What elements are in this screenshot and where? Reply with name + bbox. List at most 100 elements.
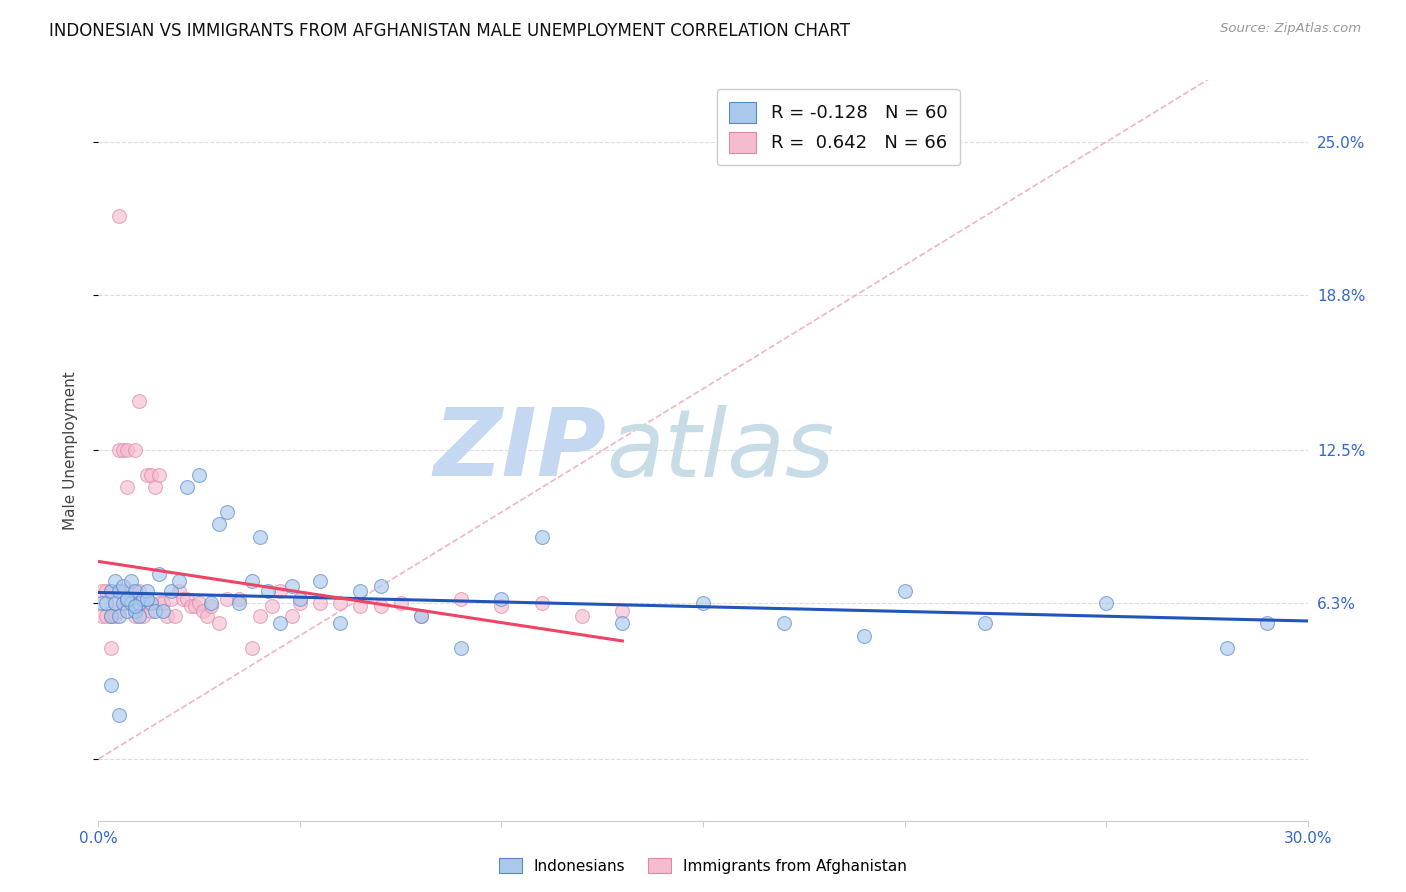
Point — [115, 591, 138, 606]
Point — [132, 608, 155, 623]
Point — [107, 604, 129, 618]
Point — [148, 597, 170, 611]
Point — [249, 608, 271, 623]
Point — [288, 597, 311, 611]
Point — [91, 597, 114, 611]
Point — [188, 468, 211, 483]
Point — [530, 530, 553, 544]
Point — [115, 443, 138, 458]
Text: INDONESIAN VS IMMIGRANTS FROM AFGHANISTAN MALE UNEMPLOYMENT CORRELATION CHART: INDONESIAN VS IMMIGRANTS FROM AFGHANISTA… — [49, 22, 851, 40]
Point — [120, 574, 142, 589]
Point — [124, 608, 146, 623]
Point — [571, 608, 593, 623]
Point — [349, 584, 371, 599]
Point — [103, 597, 125, 611]
Point — [281, 608, 304, 623]
Point — [148, 566, 170, 581]
Point — [269, 616, 291, 631]
Point — [124, 599, 146, 613]
Point — [893, 584, 915, 599]
Point — [111, 597, 134, 611]
Point — [107, 707, 129, 722]
Point — [152, 604, 174, 618]
Point — [115, 481, 138, 495]
Point — [249, 530, 271, 544]
Point — [217, 591, 239, 606]
Point — [135, 597, 157, 611]
Point — [195, 608, 218, 623]
Point — [217, 505, 239, 519]
Point — [135, 584, 157, 599]
Point — [128, 597, 150, 611]
Point — [128, 584, 150, 599]
Point — [148, 468, 170, 483]
Point — [100, 584, 122, 599]
Point — [167, 584, 190, 599]
Point — [772, 616, 794, 631]
Point — [309, 574, 332, 589]
Point — [167, 574, 190, 589]
Legend: R = -0.128   N = 60, R =  0.642   N = 66: R = -0.128 N = 60, R = 0.642 N = 66 — [717, 89, 960, 165]
Point — [143, 481, 166, 495]
Point — [135, 591, 157, 606]
Point — [530, 597, 553, 611]
Point — [107, 443, 129, 458]
Point — [309, 597, 332, 611]
Point — [115, 591, 138, 606]
Point — [115, 604, 138, 618]
Point — [107, 209, 129, 223]
Point — [152, 597, 174, 611]
Point — [128, 608, 150, 623]
Point — [208, 616, 231, 631]
Point — [200, 599, 222, 613]
Point — [124, 443, 146, 458]
Text: Source: ZipAtlas.com: Source: ZipAtlas.com — [1220, 22, 1361, 36]
Point — [100, 608, 122, 623]
Point — [692, 597, 714, 611]
Point — [111, 584, 134, 599]
Point — [269, 584, 291, 599]
Point — [124, 604, 146, 618]
Point — [172, 591, 194, 606]
Point — [96, 597, 118, 611]
Point — [228, 597, 250, 611]
Point — [491, 591, 513, 606]
Text: ZIP: ZIP — [433, 404, 606, 497]
Point — [329, 597, 352, 611]
Point — [96, 608, 118, 623]
Point — [974, 616, 997, 631]
Point — [176, 591, 198, 606]
Point — [1256, 616, 1278, 631]
Point — [208, 517, 231, 532]
Point — [100, 678, 122, 692]
Point — [135, 468, 157, 483]
Point — [120, 584, 142, 599]
Point — [163, 608, 186, 623]
Point — [200, 597, 222, 611]
Point — [240, 640, 263, 655]
Point — [103, 574, 125, 589]
Point — [260, 599, 283, 613]
Point — [370, 599, 392, 613]
Point — [160, 591, 183, 606]
Point — [115, 597, 138, 611]
Legend: Indonesians, Immigrants from Afghanistan: Indonesians, Immigrants from Afghanistan — [492, 852, 914, 880]
Point — [329, 616, 352, 631]
Point — [612, 616, 634, 631]
Point — [1095, 597, 1118, 611]
Point — [96, 584, 118, 599]
Point — [612, 604, 634, 618]
Point — [128, 394, 150, 409]
Point — [128, 597, 150, 611]
Point — [107, 584, 129, 599]
Point — [491, 599, 513, 613]
Point — [103, 597, 125, 611]
Point — [139, 597, 162, 611]
Point — [370, 579, 392, 593]
Point — [176, 481, 198, 495]
Point — [103, 608, 125, 623]
Point — [132, 591, 155, 606]
Point — [120, 597, 142, 611]
Point — [288, 591, 311, 606]
Point — [156, 608, 179, 623]
